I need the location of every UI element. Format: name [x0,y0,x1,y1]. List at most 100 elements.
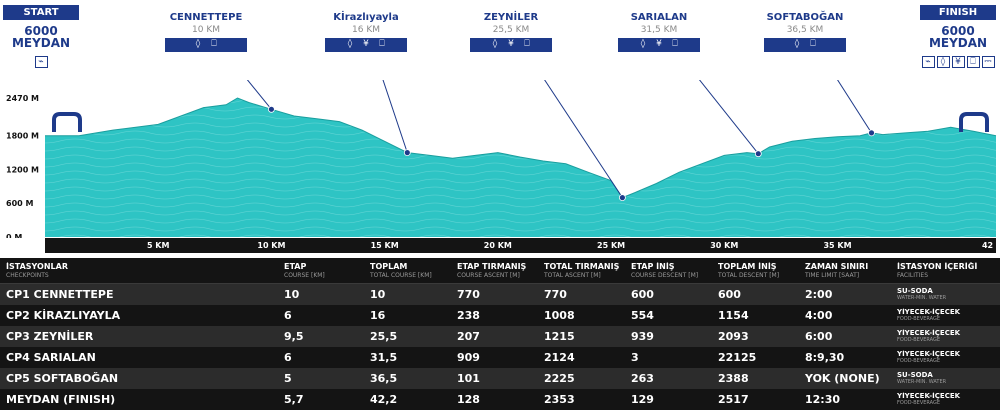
table-cell: 939 [631,330,654,343]
finish-icons: ⌁ ◊ ¥ ⎕ ⎓ [921,56,995,68]
table-cell: 909 [457,351,480,364]
table-cell: 600 [718,288,741,301]
drink-icon: ⎕ [966,56,980,68]
food-icon: ¥ [508,39,514,49]
checkpoint-label: SOFTABOĞAN 36,5 KM ◊ ⎕ [760,12,850,52]
table-cell: 770 [457,288,480,301]
table-cell: 6 [284,309,292,322]
table-cell: 128 [457,393,480,406]
table-cell: 9,5 [284,330,304,343]
x-tick-label: 20 KM [483,241,512,250]
table-cell: 36,5 [370,372,398,385]
checkpoint-km: 25,5 KM [492,25,530,35]
table-row: CP2 KİRAZLIYAYLA 6 16 238 1008 554 1154 4:00 YİY… [0,305,1000,326]
header-cell: ETAP İNİŞ COURSE DESCENT [M] [631,261,699,279]
table-cell: 12:30 [805,393,841,406]
checkpoint-leader-line [246,80,272,110]
facility-main: YİYECEK-İÇECEK [897,350,961,358]
table-cell: 25,5 [370,330,398,343]
checkpoint-km: 16 KM [352,25,380,35]
table-cell: 2353 [544,393,575,406]
table-cell: CP3 ZEYNİLER [6,330,94,343]
table-row: CP4 SARIALAN 6 31,5 909 2124 3 22125 8:9,30 YİYE… [0,347,1000,368]
x-tick-label: 42 KM [981,241,1000,250]
table-header: İSTASYONLAR CHECKPOINTS ETAP COURSE [KM] T… [0,258,1000,284]
checkpoint-label: ZEYNİLER 25,5 KM ◊ ¥ ⎕ [466,12,556,52]
x-tick-label: 15 KM [370,241,399,250]
header-cell: TOPLAM İNİŞ TOTAL DESCENT [M] [718,261,780,279]
table-cell: 8:9,30 [805,351,845,364]
table-cell: 2:00 [805,288,833,301]
x-tick-label: 25 KM [597,241,626,250]
table-cell: 6 [284,351,292,364]
water-icon: ◊ [492,39,498,49]
checkpoint-marker [754,150,762,158]
x-tick-label: 35 KM [823,241,852,250]
table-cell: 10 [370,288,386,301]
facilities-cell: SU-SODA WATER-MIN. WATER [891,287,1000,302]
bed-icon: ⎓ [981,56,995,68]
table-cell: 6:00 [805,330,833,343]
table-cell: 207 [457,330,480,343]
start-icons: ⌁ [34,56,48,68]
table-cell: MEYDAN (FINISH) [6,393,116,406]
table-cell: CP4 SARIALAN [6,351,96,364]
start-box: START 6000 MEYDAN ⌁ [3,5,79,68]
checkpoint-km: 10 KM [192,25,220,35]
facility-sub: FOOD-BEVERAGE [897,337,941,343]
checkpoint-icons: ◊ ⎕ [165,38,247,52]
elevation-chart: 2470 M 1800 M 1200 M 600 M 0 M [6,80,997,238]
table-body: CP1 CENNETTEPE 10 10 770 770 600 600 2:00 SU-SOD… [0,284,1000,410]
table-cell: 2388 [718,372,749,385]
checkpoint-name: ZEYNİLER [483,12,539,23]
checkpoint-marker [619,194,626,201]
table-cell: 554 [631,309,654,322]
water-icon: ◊ [195,39,201,49]
header-cell: İSTASYON İÇERİĞİ FACILITIES [897,261,978,279]
checkpoint-table: İSTASYONLAR CHECKPOINTS ETAP COURSE [KM] T… [0,258,1000,410]
water-icon: ◊ [794,39,800,49]
y-tick-label: 2470 M [6,94,39,103]
facilities-cell: SU-SODA WATER-MIN. WATER [891,371,1000,386]
table-cell: CP1 CENNETTEPE [6,288,114,301]
checkpoint-leader-line [544,80,623,198]
facility-main: YİYECEK-İÇECEK [897,308,961,316]
table-cell: 22125 [718,351,757,364]
facilities-cell: YİYECEK-İÇECEK FOOD-BEVERAGE [891,308,1000,323]
table-cell: 770 [544,288,567,301]
header-cell: ZAMAN SINIRI TIME LIMIT [SAAT] [805,261,869,279]
food-icon: ¥ [363,39,369,49]
checkpoint-leaders [246,80,875,201]
checkpoint-km: 36,5 KM [786,25,824,35]
checkpoint-icons: ◊ ¥ ⎕ [618,38,700,52]
table-cell: 600 [631,288,654,301]
facility-sub: FOOD-BEVERAGE [897,400,941,406]
x-tick-label: 10 KM [257,241,286,250]
start-label: START [3,5,79,20]
table-cell: CP2 KİRAZLIYAYLA [6,309,121,322]
checkpoint-marker [267,105,275,113]
food-icon: ¥ [951,56,965,68]
table-cell: 1008 [544,309,575,322]
header-cell: TOPLAM TOTAL COURSE [KM] [370,261,432,279]
start-arch [52,112,82,132]
header-cell: ETAP COURSE [KM] [284,261,325,279]
checkpoint-marker [403,149,411,156]
checkpoint-leader-line [382,80,408,153]
header-cell: İSTASYONLAR CHECKPOINTS [6,261,68,279]
table-cell: 2093 [718,330,749,343]
y-tick-label: 600 M [6,199,33,208]
drink-icon: ⎕ [672,39,678,49]
checkpoint-label: CENNETTEPE 10 KM ◊ ⎕ [161,12,251,52]
water-icon: ◊ [640,39,646,49]
table-cell: 101 [457,372,480,385]
checkpoint-name: SOFTABOĞAN [766,12,844,23]
table-cell: 4:00 [805,309,833,322]
shoe-icon: ⌁ [921,56,935,68]
y-tick-label: 1800 M [6,132,39,141]
header-cell: TOTAL TIRMANIŞ TOTAL ASCENT [M] [544,261,620,279]
facility-main: YİYECEK-İÇECEK [897,392,961,400]
x-tick-label: 30 KM [710,241,739,250]
checkpoint-name: CENNETTEPE [169,12,243,23]
facilities-cell: YİYECEK-İÇECEK FOOD-BEVERAGE [891,329,1000,344]
